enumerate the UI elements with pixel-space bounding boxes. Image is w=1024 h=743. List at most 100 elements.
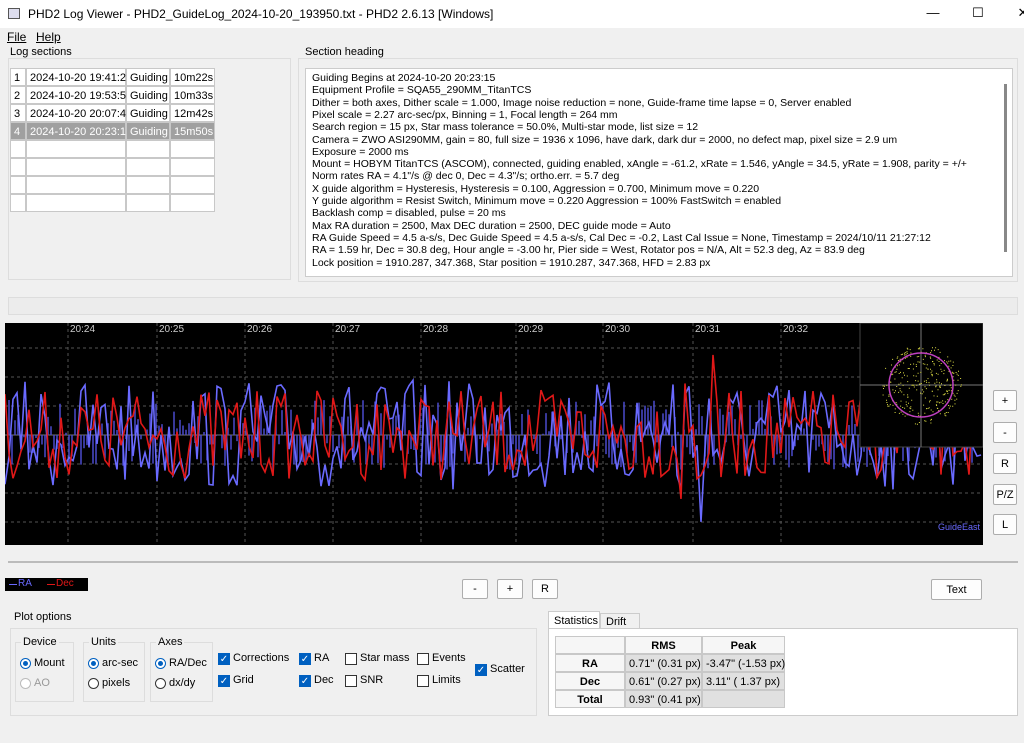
table-cell[interactable]: 2 [10, 86, 26, 104]
table-cell [170, 194, 215, 212]
heading-line: Max RA duration = 2500, Max DEC duration… [312, 219, 671, 232]
checkbox-label: SNR [360, 674, 384, 686]
heading-line: X guide algorithm = Hysteresis, Hysteres… [312, 182, 760, 195]
table-cell [170, 140, 215, 158]
checkbox[interactable]: ✓ [299, 675, 311, 687]
heading-line: Mount = HOBYM TitanTCS (ASCOM), connecte… [312, 158, 967, 171]
group-label: Axes [156, 636, 185, 648]
table-cell [126, 158, 170, 176]
checkbox[interactable] [345, 653, 357, 665]
stat-cell: 3.11" ( 1.37 px) [702, 672, 785, 690]
checkbox[interactable]: ✓ [218, 675, 230, 687]
stat-cell [702, 690, 785, 708]
group-label: Log sections [10, 46, 72, 58]
graph-button[interactable]: P/Z [993, 484, 1017, 505]
radio-label: RA/Dec [169, 657, 207, 669]
radio[interactable] [155, 678, 166, 689]
table-cell[interactable]: 2024-10-20 19:41:29 [26, 68, 132, 86]
table-cell[interactable]: Guiding [126, 68, 170, 86]
checkbox-label: Dec [314, 674, 334, 686]
table-cell[interactable]: Guiding [126, 86, 170, 104]
app-icon [8, 8, 20, 19]
table-cell[interactable]: Guiding [126, 122, 170, 140]
graph-button[interactable]: - [993, 422, 1017, 443]
option-group [150, 642, 213, 702]
window-title: PHD2 Log Viewer - PHD2_GuideLog_2024-10-… [28, 7, 494, 21]
radio [20, 678, 31, 689]
time-label: 20:26 [247, 324, 272, 335]
legend-label: Dec [56, 578, 74, 589]
radio-label: AO [34, 677, 50, 689]
table-cell[interactable]: 2024-10-20 19:53:57 [26, 86, 132, 104]
corner-label: GuideEast [938, 522, 981, 532]
table-cell[interactable]: 1 [10, 68, 26, 86]
radio[interactable] [88, 658, 99, 669]
checkbox-label: Star mass [360, 652, 410, 664]
table-cell[interactable]: 15m50s [170, 122, 215, 140]
graph-button[interactable]: R [993, 453, 1017, 474]
graph-button[interactable]: L [993, 514, 1017, 535]
scatter-circle [888, 352, 954, 418]
table-cell[interactable]: 3 [10, 104, 26, 122]
option-group [83, 642, 145, 702]
time-label: 20:29 [518, 324, 543, 335]
stat-cell: 0.93" (0.41 px) [625, 690, 702, 708]
table-cell[interactable]: 2024-10-20 20:07:47 [26, 104, 132, 122]
group-label: Units [89, 636, 119, 648]
time-label: 20:30 [605, 324, 630, 335]
checkbox[interactable] [345, 675, 357, 687]
zoom-button[interactable]: + [497, 579, 523, 599]
table-cell[interactable]: 12m42s [170, 104, 215, 122]
table-cell [126, 176, 170, 194]
table-cell[interactable]: 10m22s [170, 68, 215, 86]
table-cell [170, 158, 215, 176]
table-cell[interactable]: 4 [10, 122, 26, 140]
checkbox[interactable] [417, 653, 429, 665]
tab[interactable]: Drift [600, 613, 640, 629]
window-control[interactable]: ☐ [972, 5, 984, 20]
menu-item[interactable]: Help [36, 30, 61, 44]
menu-item[interactable]: File [7, 30, 27, 44]
row-header: Total [555, 690, 625, 708]
table-cell[interactable]: 10m33s [170, 86, 215, 104]
radio[interactable] [20, 658, 31, 669]
column-header: Peak [702, 636, 785, 654]
tab[interactable]: Statistics [548, 611, 600, 629]
legend: RA Dec [5, 578, 88, 591]
guide-graph: 20:24 20:25 20:26 20:27 20:28 20:29 20:30 20:31… [5, 323, 983, 545]
table-cell[interactable]: Guiding [126, 104, 170, 122]
checkbox-label: Corrections [233, 652, 290, 664]
radio[interactable] [88, 678, 99, 689]
title-bar [0, 0, 1024, 28]
checkbox[interactable] [417, 675, 429, 687]
table-cell [26, 158, 126, 176]
text-box: Guiding Begins at 2024-10-20 20:23:15 Equ… [305, 68, 1013, 277]
heading-line: RA Guide Speed = 4.5 a-s/s, Dec Guide Sp… [312, 231, 931, 244]
checkbox[interactable]: ✓ [299, 653, 311, 665]
zoom-button[interactable]: - [462, 579, 488, 599]
window-control[interactable]: ✕ [1017, 5, 1024, 20]
table-cell [10, 194, 26, 212]
stat-cell: -3.47" (-1.53 px) [702, 654, 785, 672]
column-header [555, 636, 625, 654]
heading-line: Exposure = 2000 ms [312, 145, 409, 158]
heading-line: RA = 1.59 hr, Dec = 30.8 deg, Hour angle… [312, 244, 865, 257]
column-header: RMS [625, 636, 702, 654]
table-cell [10, 176, 26, 194]
table-cell[interactable]: 2024-10-20 20:23:15 [26, 122, 132, 140]
graph-button[interactable]: + [993, 390, 1017, 411]
heading-line: Y guide algorithm = Resist Switch, Minim… [312, 195, 782, 207]
zoom-button[interactable]: R [532, 579, 558, 599]
checkbox[interactable]: ✓ [218, 653, 230, 665]
radio[interactable] [155, 658, 166, 669]
heading-line: Guiding Begins at 2024-10-20 20:23:15 [312, 72, 496, 84]
heading-line: Backlash comp = disabled, pulse = 20 ms [312, 207, 506, 220]
table-cell [126, 194, 170, 212]
checkbox[interactable]: ✓ [475, 664, 487, 676]
text-button[interactable]: Text [931, 579, 982, 600]
time-label: 20:27 [335, 324, 360, 335]
heading-line: Equipment Profile = SQA55_290MM_TitanTCS [312, 84, 532, 97]
table-cell [10, 158, 26, 176]
legend-label: RA [18, 578, 32, 589]
window-control[interactable]: — [926, 5, 940, 20]
